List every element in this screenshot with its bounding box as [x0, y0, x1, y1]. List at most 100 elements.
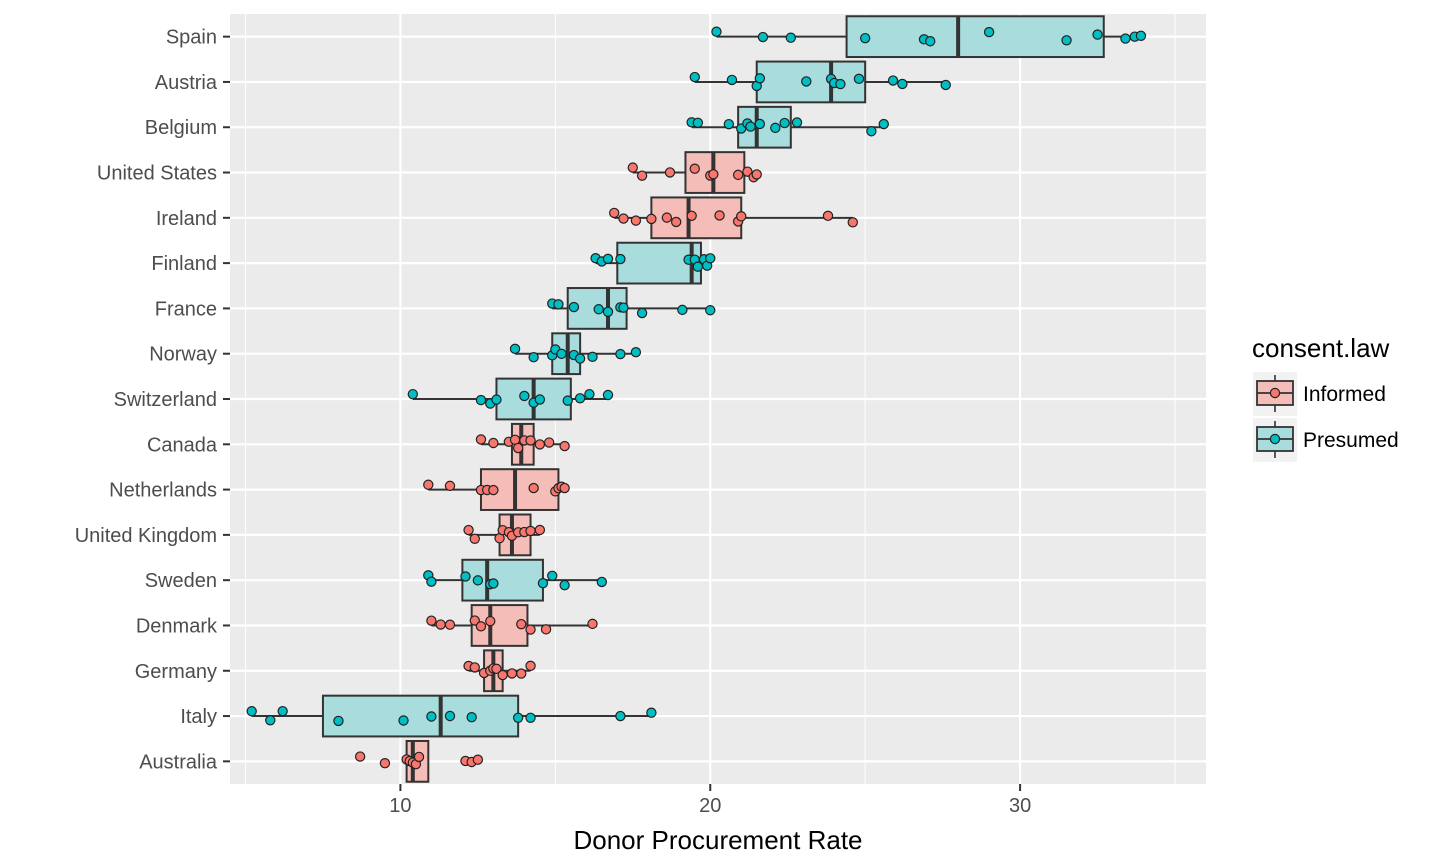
y-tick-label: Australia	[139, 751, 218, 773]
data-point	[525, 525, 536, 537]
data-point	[491, 663, 502, 675]
data-point	[705, 253, 716, 264]
y-tick-label: France	[155, 298, 217, 320]
data-point	[472, 754, 484, 765]
data-point	[469, 533, 480, 544]
data-point	[726, 74, 738, 86]
data-point	[785, 32, 797, 43]
x-tick-label: 20	[699, 795, 721, 817]
data-point	[574, 393, 586, 404]
data-point	[1061, 35, 1072, 46]
data-point	[689, 163, 700, 174]
y-tick-label: Italy	[180, 706, 217, 728]
data-point	[277, 705, 288, 717]
data-point	[791, 117, 803, 128]
data-point	[528, 482, 539, 494]
data-point	[853, 73, 865, 85]
data-point	[618, 213, 629, 224]
data-point	[469, 615, 480, 626]
data-point	[475, 394, 487, 406]
data-point	[423, 479, 434, 490]
data-point	[475, 434, 487, 445]
data-point	[491, 394, 502, 405]
data-point	[543, 437, 555, 448]
y-tick-label: Netherlands	[109, 480, 217, 502]
data-point	[602, 253, 614, 265]
y-tick-label: Austria	[155, 72, 218, 94]
legend-point	[1269, 387, 1281, 399]
data-point	[246, 706, 257, 717]
data-point	[711, 26, 722, 37]
data-point	[488, 578, 499, 589]
data-point	[1092, 29, 1103, 40]
data-point	[745, 121, 756, 132]
data-point	[562, 395, 573, 406]
data-point	[618, 302, 629, 313]
data-point	[407, 388, 419, 400]
data-point	[615, 253, 626, 265]
data-point	[265, 715, 276, 726]
data-point	[559, 440, 570, 452]
data-point	[559, 482, 570, 494]
data-point	[463, 524, 474, 536]
data-point	[664, 167, 676, 178]
y-tick-label: Belgium	[145, 117, 217, 139]
data-point	[475, 621, 487, 632]
data-point	[488, 437, 499, 449]
data-point	[553, 299, 564, 310]
data-point	[519, 390, 530, 402]
data-point	[835, 78, 846, 90]
data-point	[469, 662, 480, 673]
data-point	[559, 579, 570, 591]
data-point	[940, 79, 951, 91]
data-point	[568, 301, 580, 313]
data-point	[540, 624, 552, 635]
data-point	[525, 624, 536, 635]
y-tick-label: Finland	[151, 253, 217, 275]
data-point	[770, 122, 781, 134]
data-point	[435, 619, 446, 630]
data-point	[528, 352, 539, 363]
data-point	[859, 32, 871, 44]
data-point	[615, 348, 626, 360]
data-point	[333, 715, 344, 727]
data-point	[547, 570, 558, 582]
data-point	[636, 170, 648, 181]
data-point	[779, 117, 790, 129]
box-italy	[251, 694, 652, 738]
data-point	[516, 668, 527, 679]
data-point	[801, 76, 812, 87]
data-point	[754, 118, 766, 130]
data-point	[587, 618, 598, 630]
data-point	[615, 710, 626, 722]
data-point	[506, 668, 518, 679]
data-point	[413, 751, 425, 763]
data-point	[379, 757, 391, 769]
box-iqr	[321, 694, 520, 738]
data-point	[705, 305, 716, 316]
data-point	[444, 619, 456, 630]
data-point	[460, 571, 471, 582]
box-spain	[716, 15, 1141, 59]
data-point	[646, 707, 657, 718]
jitter-points	[246, 26, 1147, 770]
data-point	[466, 711, 477, 723]
data-point	[525, 712, 536, 723]
data-point	[525, 660, 536, 672]
data-point	[897, 78, 908, 90]
data-point	[593, 304, 604, 315]
data-point	[426, 615, 437, 626]
data-point	[596, 576, 608, 588]
data-point	[887, 75, 899, 86]
y-tick-label: Sweden	[145, 570, 217, 592]
data-point	[723, 118, 735, 130]
data-point	[689, 71, 700, 83]
data-point	[670, 216, 682, 228]
data-point	[751, 169, 762, 180]
data-point	[426, 576, 437, 587]
y-tick-label: Spain	[166, 27, 217, 49]
data-point	[512, 442, 524, 454]
y-tick-label: Canada	[147, 434, 218, 456]
data-point	[686, 210, 697, 222]
